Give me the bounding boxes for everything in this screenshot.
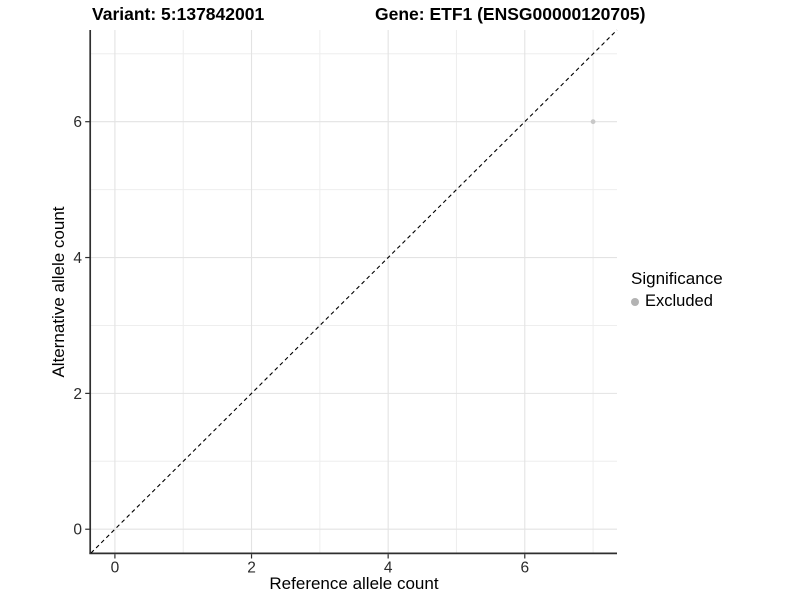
y-tick-label: 0 (73, 522, 82, 539)
x-tick-label: 2 (247, 560, 256, 577)
y-axis-title: Alternative allele count (49, 206, 68, 378)
plot-title-gene: Gene: ETF1 (ENSG00000120705) (375, 4, 646, 24)
y-tick-label: 6 (73, 114, 82, 131)
y-tick-label: 4 (73, 250, 82, 267)
legend-title: Significance (631, 269, 723, 288)
identity-dashed-line (90, 29, 618, 554)
legend-entry-label: Excluded (645, 292, 713, 310)
x-tick-label: 0 (111, 560, 120, 577)
legend: Significance Excluded (631, 269, 723, 311)
x-tick-label: 4 (384, 560, 393, 577)
data-point (590, 119, 596, 125)
legend-entry: Excluded (631, 292, 723, 311)
x-tick-label: 6 (520, 560, 529, 577)
x-axis-title: Reference allele count (269, 574, 439, 593)
y-tick-label: 2 (73, 386, 82, 403)
legend-point-icon (631, 297, 639, 306)
plot-title-variant: Variant: 5:137842001 (92, 4, 265, 24)
